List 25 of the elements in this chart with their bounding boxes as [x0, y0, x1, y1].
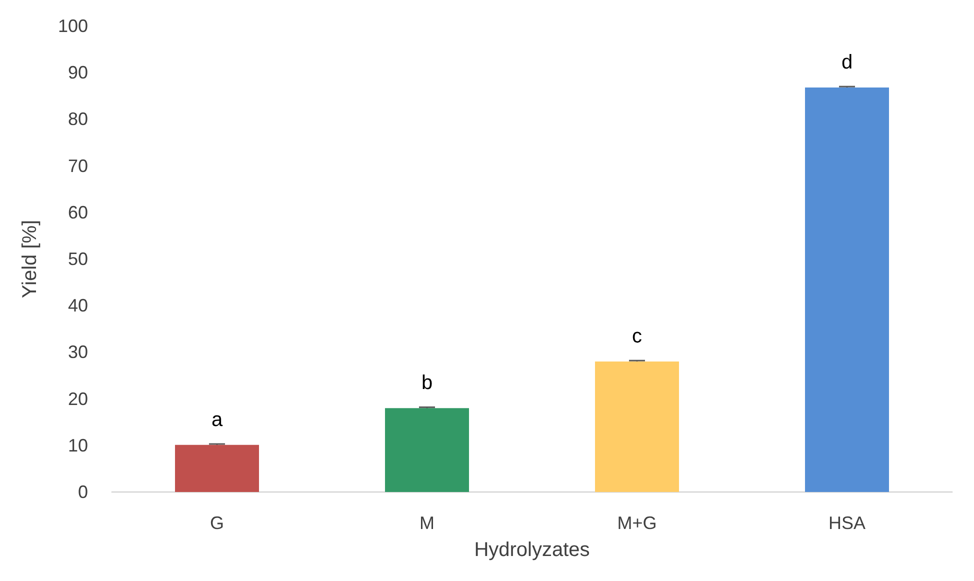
y-tick-label: 70: [68, 156, 88, 176]
y-tick-label: 40: [68, 296, 88, 316]
y-tick-label: 0: [78, 482, 88, 502]
y-tick-label: 10: [68, 435, 88, 456]
annotation: c: [632, 326, 642, 348]
y-tick-label: 80: [68, 109, 88, 130]
y-tick-label: 30: [68, 342, 88, 362]
y-tick-label: 100: [58, 16, 88, 36]
y-axis-title: Yield [%]: [19, 220, 41, 298]
annotation: a: [211, 409, 224, 431]
x-axis-title: Hydrolyzates: [474, 539, 590, 561]
bar: [595, 362, 679, 492]
bar: [805, 88, 889, 492]
y-tick-label: 90: [68, 62, 88, 83]
y-tick-label: 50: [68, 249, 88, 269]
x-tick-label: M: [420, 513, 434, 533]
bar: [385, 408, 469, 492]
x-tick-label: M+G: [617, 513, 657, 533]
bar: [175, 444, 259, 492]
annotation: d: [841, 52, 853, 74]
y-tick-label: 20: [68, 388, 88, 409]
x-tick-label: HSA: [828, 513, 866, 533]
y-tick-label: 60: [68, 202, 88, 222]
x-tick-label: G: [210, 513, 224, 533]
annotation: b: [421, 372, 433, 394]
